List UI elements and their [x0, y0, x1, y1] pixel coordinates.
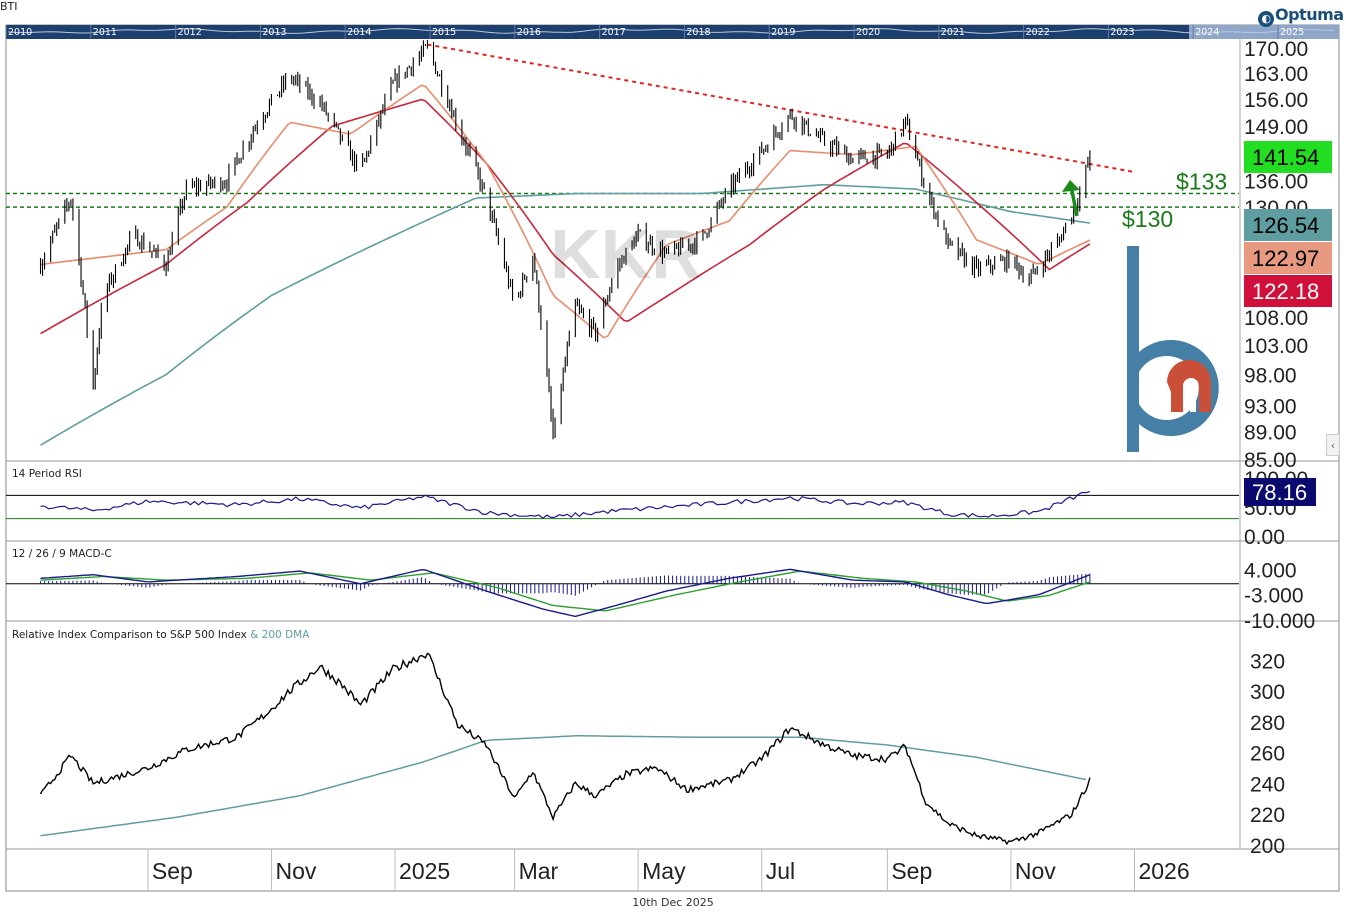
price-axis-tick-label: 108.00: [1244, 307, 1308, 330]
rsi-axis-tick-label: 0.00: [1244, 526, 1285, 549]
relative-axis-tick-label: 320: [1250, 650, 1285, 673]
timeline-year-label[interactable]: 2012: [178, 27, 202, 38]
macd-axis-tick-label: -3.000: [1244, 585, 1304, 608]
price-badge-label: 122.97: [1252, 246, 1319, 271]
x-axis-tick-label: 2025: [399, 858, 450, 884]
relative-axis-tick-label: 300: [1250, 681, 1285, 704]
relative-dma-line: [40, 735, 1087, 837]
chevron-left-icon: ‹: [1330, 439, 1336, 452]
ma-200-line: [40, 184, 1091, 446]
ma-20-line: [40, 84, 1091, 339]
x-axis-tick-label: Jul: [766, 858, 795, 884]
timeline-year-label[interactable]: 2022: [1026, 27, 1050, 38]
price-axis-tick-label: 136.00: [1244, 170, 1308, 193]
timeline-year-label[interactable]: 2016: [517, 27, 541, 38]
relative-panel-title: Relative Index Comparison to S&P 500 Ind…: [12, 629, 310, 641]
timeline-year-label[interactable]: 2014: [347, 27, 371, 38]
price-badge: [1244, 209, 1332, 241]
timeline-year-label[interactable]: 2011: [93, 27, 117, 38]
price-badge: [1244, 141, 1332, 173]
company-logo: [1127, 246, 1219, 452]
price-axis-tick-label: 85.00: [1244, 449, 1297, 472]
breakout-arrow-icon: [1069, 185, 1079, 217]
price-badge: [1244, 242, 1332, 274]
collapse-panel-button[interactable]: ‹: [1326, 434, 1340, 456]
price-axis-tick-label: 170.00: [1244, 38, 1308, 61]
x-axis-tick-label: Sep: [152, 858, 193, 884]
resistance-trendline: [427, 43, 1133, 173]
timeline-year-label[interactable]: 2013: [262, 27, 286, 38]
symbol-label: BTI: [0, 0, 18, 13]
rsi-line: [40, 490, 1091, 519]
price-badge-label: 126.54: [1252, 213, 1319, 238]
macd-axis-tick-label: 4.000: [1244, 559, 1297, 582]
rsi-panel-title: 14 Period RSI: [12, 468, 82, 480]
timeline-year-label[interactable]: 2025: [1280, 27, 1304, 38]
watermark-text: KKR: [550, 215, 702, 293]
price-axis-tick-label: 89.00: [1244, 422, 1297, 445]
price-badge: [1244, 275, 1332, 307]
timeline-band[interactable]: [6, 25, 1189, 39]
timeline-year-label[interactable]: 2018: [686, 27, 710, 38]
brand-name: Optuma: [1275, 5, 1344, 24]
x-axis-tick-label: Nov: [275, 858, 316, 884]
rsi-value-label: 78.16: [1252, 480, 1307, 505]
price-badge-label: 141.54: [1252, 145, 1319, 170]
relative-axis-tick-label: 200: [1250, 835, 1285, 858]
price-axis-tick-label: 103.00: [1244, 335, 1308, 358]
timeline-year-label[interactable]: 2015: [432, 27, 456, 38]
macd-signal-line: [40, 570, 1091, 612]
price-axis-tick-label: 149.00: [1244, 116, 1308, 139]
relative-axis-tick-label: 260: [1250, 743, 1285, 766]
chart-date: 10th Dec 2025: [632, 896, 714, 909]
relative-index-line: [39, 652, 1091, 846]
x-axis-tick-label: Mar: [519, 858, 559, 884]
timeline-year-label[interactable]: 2019: [771, 27, 795, 38]
timeline-year-label[interactable]: 2017: [602, 27, 626, 38]
chart-frame: [5, 24, 1340, 892]
timeline-year-label[interactable]: 2024: [1195, 27, 1219, 38]
x-axis-tick-label: Sep: [891, 858, 932, 884]
timeline-year-label[interactable]: 2020: [856, 27, 880, 38]
timeline-year-label[interactable]: 2010: [8, 27, 32, 38]
price-badge-label: 122.18: [1252, 279, 1319, 304]
x-axis-tick-label: 2026: [1138, 858, 1189, 884]
relative-axis-tick-label: 280: [1250, 712, 1285, 735]
relative-axis-tick-label: 240: [1250, 773, 1285, 796]
timeline-year-label[interactable]: 2023: [1110, 27, 1134, 38]
relative-axis-tick-label: 220: [1250, 804, 1285, 827]
ma-50-line: [40, 98, 1091, 335]
timeline-year-label[interactable]: 2021: [941, 27, 965, 38]
price-axis-tick-label: 163.00: [1244, 63, 1308, 86]
optuma-logo-icon: ◐: [1258, 11, 1274, 27]
timeline-overview-line: [7, 28, 1334, 34]
macd-panel-title: 12 / 26 / 9 MACD-C: [12, 548, 112, 560]
price-axis-tick-label: 93.00: [1244, 396, 1297, 419]
x-axis-tick-label: May: [642, 858, 686, 884]
macd-line: [40, 568, 1091, 618]
x-axis-tick-label: Nov: [1015, 858, 1056, 884]
arrow-head-icon: [1062, 180, 1080, 192]
price-axis-tick-label: 98.00: [1244, 365, 1297, 388]
relative-panel-title-main: Relative Index Comparison to S&P 500 Ind…: [12, 629, 247, 641]
price-axis-tick-label: 156.00: [1244, 89, 1308, 112]
support-annotation-label: $133: [1176, 169, 1227, 195]
support-annotation-label: $130: [1122, 206, 1173, 232]
macd-axis-tick-label: -10.000: [1244, 610, 1315, 633]
rsi-value-badge: [1244, 478, 1316, 506]
relative-panel-subtitle: & 200 DMA: [250, 629, 310, 641]
brand-logo: ◐ Optuma: [1258, 5, 1344, 27]
